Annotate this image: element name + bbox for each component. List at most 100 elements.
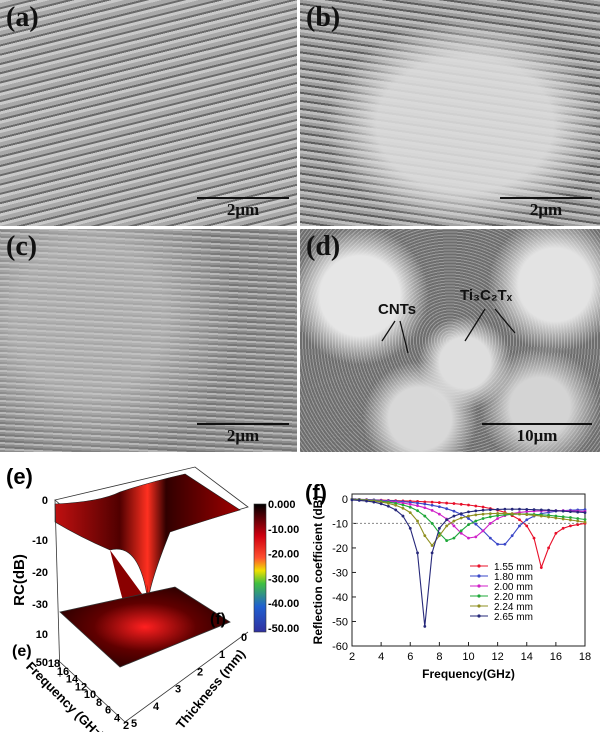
data-point (481, 508, 485, 512)
sem-image: (c) 2μm (0, 229, 297, 452)
legend-label: 1.55 mm (494, 562, 533, 573)
data-point (437, 512, 441, 516)
data-point (445, 524, 449, 528)
data-point (430, 544, 434, 547)
data-point (525, 513, 529, 516)
thickness-tick-label: 1 (219, 649, 225, 661)
inner-label: (e) (12, 643, 32, 660)
scale-bar: 2μm (197, 197, 289, 220)
data-point (452, 524, 456, 528)
data-point (467, 514, 470, 518)
arrows (381, 308, 516, 354)
thickness-tick-label: 0 (241, 632, 247, 644)
colorbar-tick-label: -20.00 (268, 549, 299, 561)
data-point (518, 524, 521, 528)
data-point (416, 519, 419, 523)
y-tick-label: -60 (332, 641, 348, 653)
sem-image: (b) 2μm (300, 0, 600, 226)
legend-marker (477, 574, 481, 578)
data-point (496, 514, 500, 517)
scale-bar: 2μm (500, 197, 592, 220)
data-point (481, 517, 485, 520)
thickness-tick-label: 5 (131, 718, 137, 730)
data-point (459, 529, 463, 533)
data-point (576, 517, 580, 520)
data-point (583, 511, 587, 515)
legend-marker (477, 594, 481, 598)
sem-image: (d) 10μm CNTs Ti₃C₂Tₓ (300, 229, 600, 452)
data-point (467, 523, 470, 527)
frequency-tick-label: 6 (105, 705, 111, 717)
data-point (445, 518, 449, 522)
data-point (474, 519, 478, 523)
data-point (423, 506, 427, 510)
data-point (488, 512, 492, 516)
frequency-tick-label: 4 (114, 712, 121, 724)
x-tick-label: 4 (378, 651, 384, 663)
frequency-tick-label: 10 (84, 689, 96, 701)
data-point (452, 536, 456, 540)
data-point (561, 515, 565, 519)
data-point (416, 501, 419, 505)
data-point (452, 519, 456, 523)
y-tick-label: -20 (332, 543, 348, 555)
x-tick-label: 16 (550, 651, 562, 663)
data-point (525, 524, 529, 528)
frequency-tick-label: 18 (48, 658, 60, 670)
data-point (532, 513, 536, 517)
data-point (510, 534, 514, 538)
data-point (416, 551, 419, 555)
data-point (459, 516, 463, 520)
data-point (437, 505, 441, 509)
data-point (481, 505, 485, 509)
data-point (547, 515, 550, 519)
data-point (416, 509, 419, 513)
thickness-tick-label: 3 (175, 684, 181, 696)
data-point (387, 501, 390, 505)
data-point (430, 509, 434, 512)
annotation: CNTs (378, 301, 417, 318)
data-point (532, 508, 536, 512)
data-point (503, 542, 507, 546)
colorbar-tick-label: -30.00 (268, 573, 299, 585)
legend-label: 2.20 mm (494, 592, 533, 603)
data-point (401, 501, 405, 505)
data-point (525, 518, 529, 522)
x-tick-label: 10 (462, 651, 474, 663)
data-point (539, 566, 543, 569)
axis-label: RC(dB) (11, 554, 28, 606)
colorbar-tick-label: -40.00 (268, 598, 299, 610)
x-tick-label: 18 (579, 651, 591, 663)
thickness-tick-label: 2 (197, 666, 203, 678)
data-point (423, 624, 427, 628)
data-point (496, 517, 500, 520)
legend-marker (477, 614, 481, 618)
data-point (408, 502, 412, 506)
x-tick-label: 2 (349, 651, 355, 663)
panel-label: (d) (306, 231, 341, 262)
data-point (357, 498, 361, 502)
data-point (437, 526, 441, 530)
data-point (510, 507, 514, 511)
data-point (488, 522, 492, 525)
thickness-tick-label: 4 (153, 701, 160, 713)
legend-marker (477, 564, 481, 568)
y-tick-label: -50 (332, 616, 348, 628)
surface-plot (54, 466, 267, 723)
x-tick-label: 14 (521, 651, 533, 663)
data-point (474, 513, 478, 517)
x-axis-label: Frequency(GHz) (422, 667, 515, 681)
inner-label: (f) (210, 611, 226, 628)
data-point (423, 514, 427, 518)
x-tick-label: 8 (436, 651, 442, 663)
data-point (372, 500, 376, 504)
data-point (547, 546, 550, 550)
legend-label: 1.80 mm (494, 572, 533, 583)
data-point (467, 503, 470, 507)
bottom-panels: (e) RC(dB) 0 -10 -20 -30 10 50 (e) (f) 1… (6, 464, 591, 732)
data-point (430, 522, 434, 525)
panel-label: (a) (6, 2, 39, 33)
legend-label: 2.65 mm (494, 612, 533, 623)
data-point (518, 518, 521, 522)
data-point (518, 507, 521, 511)
